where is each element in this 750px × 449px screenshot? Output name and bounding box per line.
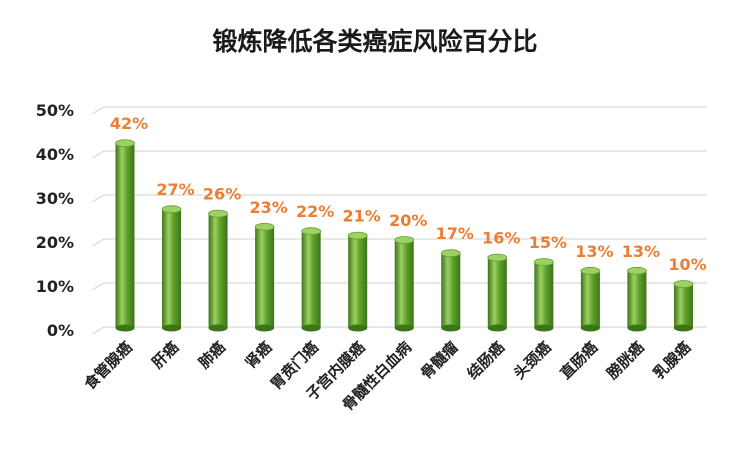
bar xyxy=(348,235,368,328)
data-label: 15% xyxy=(529,233,567,252)
y-tick-label: 50% xyxy=(36,101,74,120)
data-label: 10% xyxy=(668,255,706,274)
bar-base xyxy=(627,324,647,332)
y-tick-label: 0% xyxy=(47,321,74,340)
gridline xyxy=(91,150,707,159)
data-label: 27% xyxy=(156,180,194,199)
x-tick-label: 头颈癌 xyxy=(510,338,555,383)
x-tick-label: 结肠癌 xyxy=(464,338,509,383)
bar-top xyxy=(301,227,322,236)
bar-top xyxy=(161,205,182,214)
data-label: 23% xyxy=(249,198,287,217)
bar-top xyxy=(487,253,508,262)
bar-top xyxy=(394,236,415,244)
data-label: 26% xyxy=(203,185,241,204)
bar-base xyxy=(162,324,182,332)
x-tick-label: 肺癌 xyxy=(195,338,229,372)
bar-base xyxy=(255,324,275,332)
bar-top xyxy=(580,266,601,275)
bar xyxy=(394,240,414,328)
bar-top xyxy=(254,222,275,231)
x-tick-label: 乳腺癌 xyxy=(650,338,695,383)
bar-top xyxy=(208,209,228,218)
bar-base xyxy=(394,324,414,332)
bar-base xyxy=(487,324,507,332)
x-tick-label: 肝癌 xyxy=(148,338,182,372)
x-tick-label: 直肠癌 xyxy=(557,338,602,383)
data-label: 13% xyxy=(575,242,613,261)
bar xyxy=(534,262,554,328)
gridline xyxy=(91,106,707,115)
bar xyxy=(673,284,693,328)
x-tick-label: 肾癌 xyxy=(241,338,275,372)
bar-base xyxy=(115,324,135,332)
bar xyxy=(255,226,275,328)
bar xyxy=(162,209,182,328)
bar-top xyxy=(627,266,647,275)
bar-base xyxy=(441,324,461,332)
bar-base xyxy=(534,324,554,332)
x-tick-label: 膀胱癌 xyxy=(603,338,648,383)
bar xyxy=(441,253,461,328)
bar-base xyxy=(348,324,368,332)
x-tick-label: 食管腺癌 xyxy=(81,338,136,393)
gridline xyxy=(91,194,707,203)
data-label: 16% xyxy=(482,229,520,248)
y-tick-label: 10% xyxy=(36,277,74,296)
bar-top xyxy=(440,249,461,258)
bar xyxy=(208,213,228,328)
bar xyxy=(627,270,647,328)
bar xyxy=(487,257,507,328)
bar-top xyxy=(115,139,135,148)
y-tick-label: 30% xyxy=(36,189,74,208)
bar-top xyxy=(673,280,694,288)
bar xyxy=(580,270,600,328)
bar xyxy=(301,231,321,328)
data-label: 17% xyxy=(436,224,474,243)
bar-base xyxy=(208,324,228,332)
bar xyxy=(115,143,135,328)
gridline xyxy=(91,238,707,247)
data-label: 22% xyxy=(296,202,334,221)
bar-top xyxy=(347,231,368,240)
chart-title: 锻炼降低各类癌症风险百分比 xyxy=(212,27,538,56)
data-label: 21% xyxy=(343,207,381,226)
y-tick-label: 20% xyxy=(36,233,74,252)
data-label: 13% xyxy=(622,242,660,261)
bar-top xyxy=(533,258,554,266)
data-label: 42% xyxy=(110,114,148,133)
bar-base xyxy=(580,324,600,332)
y-tick-label: 40% xyxy=(36,145,74,164)
data-label: 20% xyxy=(389,211,427,230)
bar-base xyxy=(673,324,693,332)
bar-base xyxy=(301,324,321,332)
x-tick-label: 骨髓瘤 xyxy=(417,338,462,383)
